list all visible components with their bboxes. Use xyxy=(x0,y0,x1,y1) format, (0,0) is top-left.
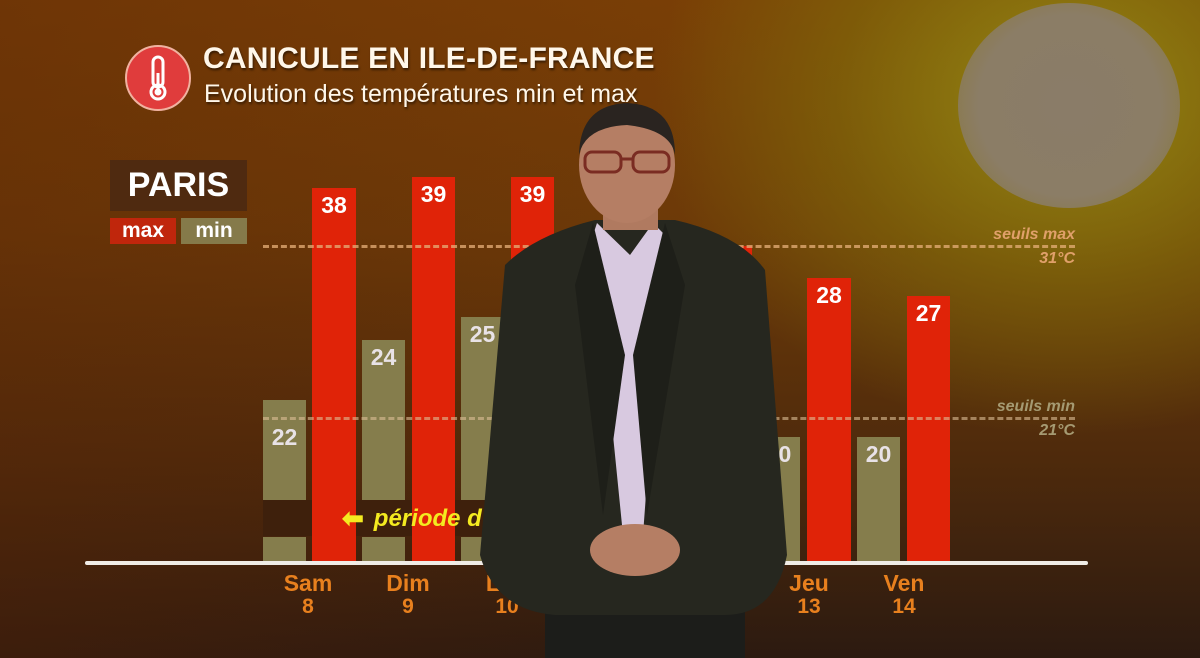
threshold-max-label: seuils max xyxy=(993,226,1075,243)
threshold-min-value: 21°C xyxy=(1039,422,1075,439)
period-text: période d xyxy=(373,504,482,532)
bar-min-sam: 22 xyxy=(263,400,306,500)
day-label-jeu: Jeu 13 xyxy=(789,570,829,619)
bar-max-sam: 38 xyxy=(312,188,356,562)
day-label-dim: Dim 9 xyxy=(386,570,430,619)
left-arrow-icon: ⬅ xyxy=(342,503,364,533)
chart-subtitle: Evolution des températures min et max xyxy=(204,80,638,108)
bar-max-ven: 27 xyxy=(907,296,950,562)
thermometer-icon xyxy=(125,45,191,111)
legend-min: min xyxy=(181,218,247,244)
bar-min-ven: 20 xyxy=(857,437,900,562)
bar-max-dim: 39 xyxy=(412,177,455,562)
period-band xyxy=(263,500,523,536)
bar-min-dim-lower xyxy=(362,537,405,562)
threshold-min-label: seuils min xyxy=(996,398,1075,415)
sun-graphic xyxy=(958,3,1180,208)
chart-title: CANICULE EN ILE-DE-FRANCE xyxy=(203,42,655,75)
bar-max-jeu: 28 xyxy=(807,278,851,562)
presenter-figure xyxy=(480,103,787,658)
city-label: PARIS xyxy=(110,160,247,211)
bar-min-sam-lower xyxy=(263,537,306,562)
day-label-sam: Sam 8 xyxy=(283,570,333,619)
legend-max: max xyxy=(110,218,176,244)
period-annotation: ⬅ période d xyxy=(342,503,482,534)
threshold-max-value: 31°C xyxy=(1039,250,1075,267)
day-label-ven: Ven 14 xyxy=(883,570,925,619)
bar-min-dim: 24 xyxy=(362,340,405,500)
